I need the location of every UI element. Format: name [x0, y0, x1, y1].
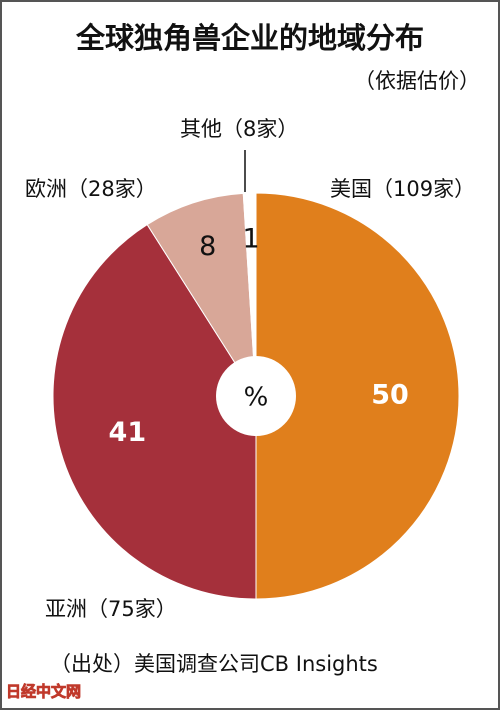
watermark: 日经中文网 [6, 683, 81, 701]
center-label: % [244, 383, 269, 413]
slice-value-label: 41 [109, 417, 147, 448]
pie-slice [242, 192, 257, 397]
source-note: （出处）美国调查公司CB Insights [50, 652, 378, 676]
chart-subtitle: （依据估价） [354, 69, 480, 93]
category-label: 欧洲（28家） [25, 177, 157, 201]
pie-hole [216, 356, 296, 436]
slice-value-label: 8 [199, 231, 216, 262]
slice-value-label: 50 [371, 380, 409, 411]
pie-slice [255, 192, 460, 600]
category-label: 美国（109家） [330, 177, 475, 201]
category-label: 亚洲（75家） [45, 597, 177, 621]
category-label: 其他（8家） [180, 117, 298, 141]
pie-slice [52, 223, 257, 600]
pie-slice [146, 192, 257, 397]
pie: 50 41 8 1% [52, 192, 460, 600]
chart-title: 全球独角兽企业的地域分布 [75, 21, 424, 55]
slice-value-label: 1 [242, 223, 259, 254]
